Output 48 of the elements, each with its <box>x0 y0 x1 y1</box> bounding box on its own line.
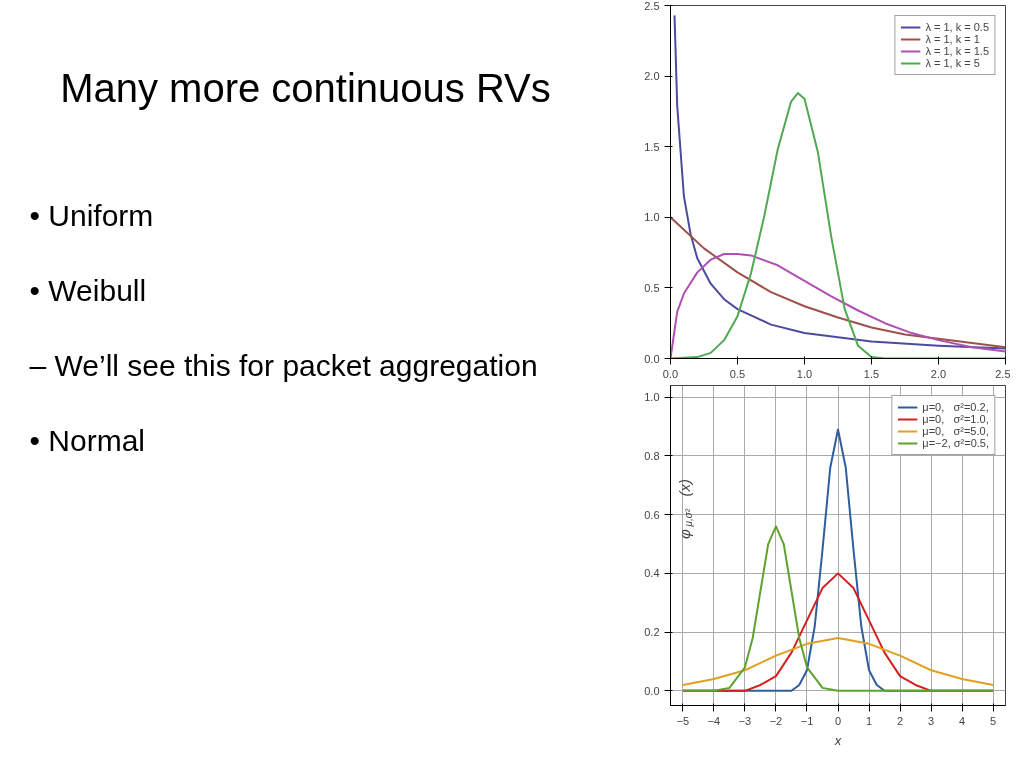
x-tick-label: 0.5 <box>729 367 746 380</box>
x-tick-label: 0 <box>834 714 842 727</box>
text: • Uniform <box>29 199 154 232</box>
y-tick-label: 0.8 <box>644 449 660 462</box>
legend-label: λ = 1, k = 0.5 <box>925 21 989 33</box>
x-tick-label: 3 <box>928 714 935 727</box>
x-tick-label: −1 <box>800 714 814 727</box>
line-series <box>681 525 995 692</box>
x-axis-title: x <box>833 732 842 748</box>
y-tick-label: 0.0 <box>644 352 660 365</box>
text: – We’ll see this for packet aggregation <box>29 349 538 382</box>
legend-label: λ = 1, k = 1 <box>925 33 980 45</box>
text: φμ,σ²(x) <box>676 479 694 539</box>
y-tick-label: 2.5 <box>644 0 660 12</box>
text: • Normal <box>29 424 146 457</box>
text: Many more continuous RVs <box>60 66 551 110</box>
x-tick-label: −4 <box>707 714 721 727</box>
y-tick-label: 1.0 <box>644 211 660 224</box>
x-tick-label: 4 <box>959 714 966 727</box>
x-tick-label: −3 <box>738 714 752 727</box>
legend-label: λ = 1, k = 1.5 <box>925 45 989 57</box>
x-tick-label: 1 <box>865 714 873 727</box>
y-tick-label: 0.0 <box>644 684 660 697</box>
x-tick-label: 2 <box>896 714 904 727</box>
x-tick-label: 1.5 <box>863 367 880 380</box>
x-tick-label: 1.0 <box>796 367 813 380</box>
legend-label: μ=0, σ²=5.0, <box>922 425 989 437</box>
legend-label: μ=−2, σ²=0.5, <box>922 437 989 449</box>
y-tick-label: 1.5 <box>644 140 660 153</box>
line-series <box>670 216 1006 349</box>
y-tick-label: 0.4 <box>644 567 660 580</box>
x-tick-label: 2.5 <box>995 367 1011 380</box>
legend-label: μ=0, σ²=1.0, <box>922 413 989 425</box>
x-tick-label: 0.0 <box>662 367 679 380</box>
y-tick-label: 0.2 <box>644 626 660 639</box>
line-series <box>681 636 995 686</box>
x-tick-label: 5 <box>990 714 997 727</box>
text: • Weibull <box>29 274 147 307</box>
line-series <box>673 14 1006 350</box>
x-tick-label: −2 <box>769 714 783 727</box>
x-tick-label: −5 <box>676 714 690 727</box>
y-tick-label: 0.6 <box>644 508 660 521</box>
y-tick-label: 0.5 <box>644 281 660 294</box>
legend-label: μ=0, σ²=0.2, <box>922 401 989 413</box>
y-tick-label: 2.0 <box>644 70 660 83</box>
y-tick-label: 1.0 <box>644 391 660 404</box>
x-tick-label: 2.0 <box>930 367 947 380</box>
legend-label: λ = 1, k = 5 <box>925 57 980 69</box>
